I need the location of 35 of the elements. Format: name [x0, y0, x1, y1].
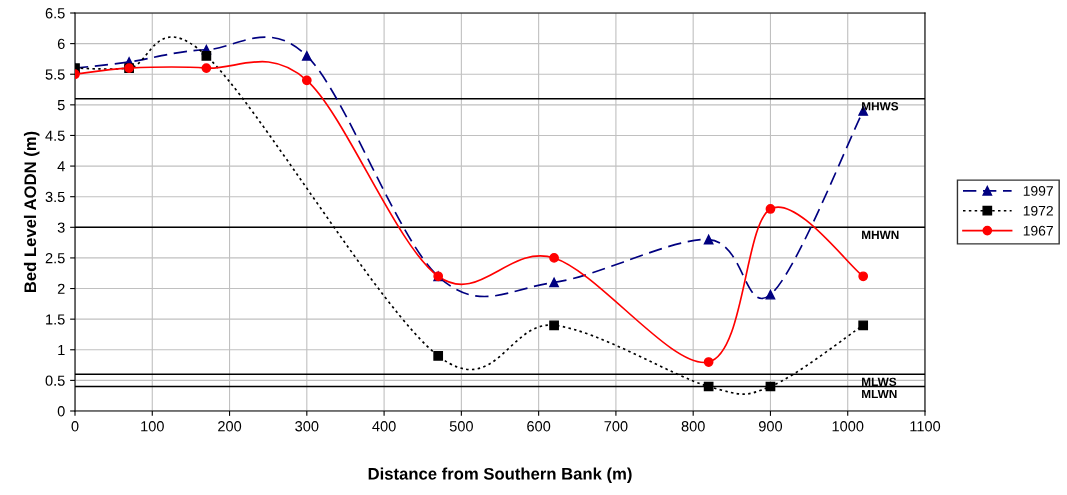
x-axis-title: Distance from Southern Bank (m): [368, 467, 632, 483]
x-tick-label: 600: [527, 421, 551, 432]
x-tick-label: 500: [449, 421, 473, 432]
x-tick-label: 1100: [910, 421, 941, 432]
ref-line-label: MHWN: [862, 230, 899, 239]
y-tick-label: 3: [57, 222, 65, 233]
y-tick-label: 2: [57, 283, 65, 294]
x-tick-label: 100: [141, 421, 164, 432]
x-tick-label: 700: [604, 421, 628, 432]
x-tick-label: 900: [758, 421, 783, 432]
y-tick-label: 4.5: [45, 130, 65, 141]
y-tick-label: 1: [58, 345, 65, 356]
y-axis-title: Bed Level AODN (m): [23, 131, 40, 293]
y-tick-label: 3.5: [45, 191, 65, 203]
x-tick-label: 400: [372, 421, 396, 432]
ref-line-label: MHWS: [862, 102, 899, 111]
y-tick-label: 4: [57, 161, 65, 172]
x-tick-label: 800: [681, 421, 705, 432]
y-tick-label: 6: [57, 38, 65, 50]
y-tick-label: 6.5: [45, 8, 65, 19]
y-tick-label: 1.5: [46, 314, 65, 325]
legend-label: 1997: [1023, 186, 1053, 196]
x-tick-label: 200: [218, 421, 242, 432]
x-tick-label: 300: [295, 421, 319, 432]
ref-line-label: MLWN: [862, 390, 897, 399]
y-tick-label: 2.5: [45, 253, 65, 264]
y-tick-label: 5: [57, 100, 65, 111]
legend-label: 1972: [1023, 205, 1053, 216]
x-tick-label: 1000: [832, 421, 864, 432]
y-tick-label: 0: [57, 406, 65, 417]
y-tick-label: 5.5: [45, 69, 65, 80]
ref-line-label: MLWS: [862, 377, 897, 386]
y-tick-label: 0.5: [45, 375, 65, 386]
legend-label: 1967: [1023, 225, 1053, 236]
x-tick-label: 0: [71, 421, 79, 432]
